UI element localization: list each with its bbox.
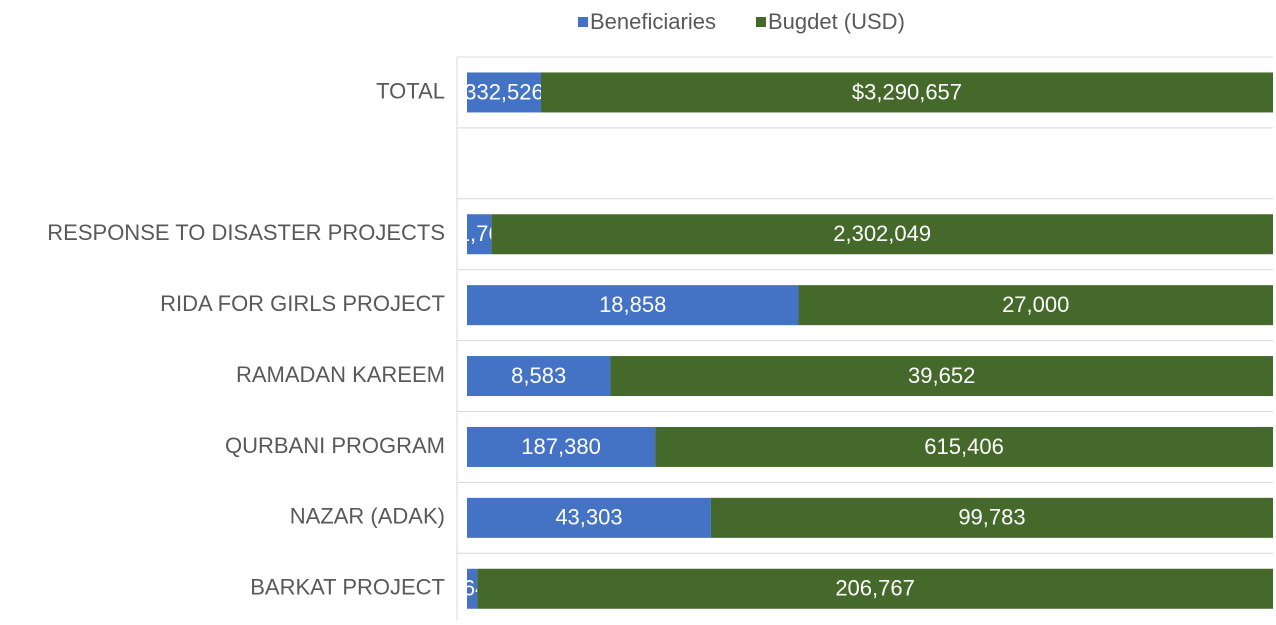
y-tick-label: TOTAL	[376, 78, 445, 103]
bar-segment	[467, 356, 611, 397]
y-tick-label: RESPONSE TO DISASTER PROJECTS	[47, 220, 445, 245]
data-label: $3,290,657	[852, 79, 962, 104]
data-label: 39,652	[908, 363, 975, 388]
bar-segment	[467, 285, 799, 326]
data-label: 8,583	[511, 363, 566, 388]
data-label: 27,000	[1002, 292, 1069, 317]
bar-segment	[540, 72, 1273, 113]
data-label: 2,302,049	[833, 221, 931, 246]
y-tick-label: NAZAR (ADAK)	[290, 504, 445, 529]
bar-segment	[467, 72, 541, 113]
data-label: 18,858	[599, 292, 666, 317]
bar-segment	[798, 285, 1273, 326]
data-label: 332,526	[464, 79, 544, 104]
y-tick-label: RAMADAN KAREEM	[236, 362, 445, 387]
y-tick-label: QURBANI PROGRAM	[225, 433, 445, 458]
bar-segment	[610, 356, 1273, 397]
data-label: 99,783	[958, 505, 1025, 530]
bar-segment	[467, 426, 656, 467]
bar-segment	[467, 214, 492, 255]
data-label: 206,767	[835, 576, 915, 601]
data-label: 43,303	[555, 505, 622, 530]
bar-segment	[710, 497, 1273, 538]
bar-segment	[491, 214, 1273, 255]
bar-segment	[655, 426, 1273, 467]
legend-swatch	[578, 17, 588, 27]
data-label: 615,406	[924, 434, 1004, 459]
bar-segment	[477, 568, 1273, 609]
data-label: 187,380	[521, 434, 601, 459]
legend-label: Bugdet (USD)	[768, 9, 905, 34]
bar-segment	[467, 497, 711, 538]
y-tick-label: BARKAT PROJECT	[250, 575, 445, 600]
y-tick-label: RIDA FOR GIRLS PROJECT	[160, 291, 445, 316]
bar-segment	[467, 568, 478, 609]
legend-swatch	[755, 17, 766, 27]
legend-label: Beneficiaries	[590, 9, 716, 34]
